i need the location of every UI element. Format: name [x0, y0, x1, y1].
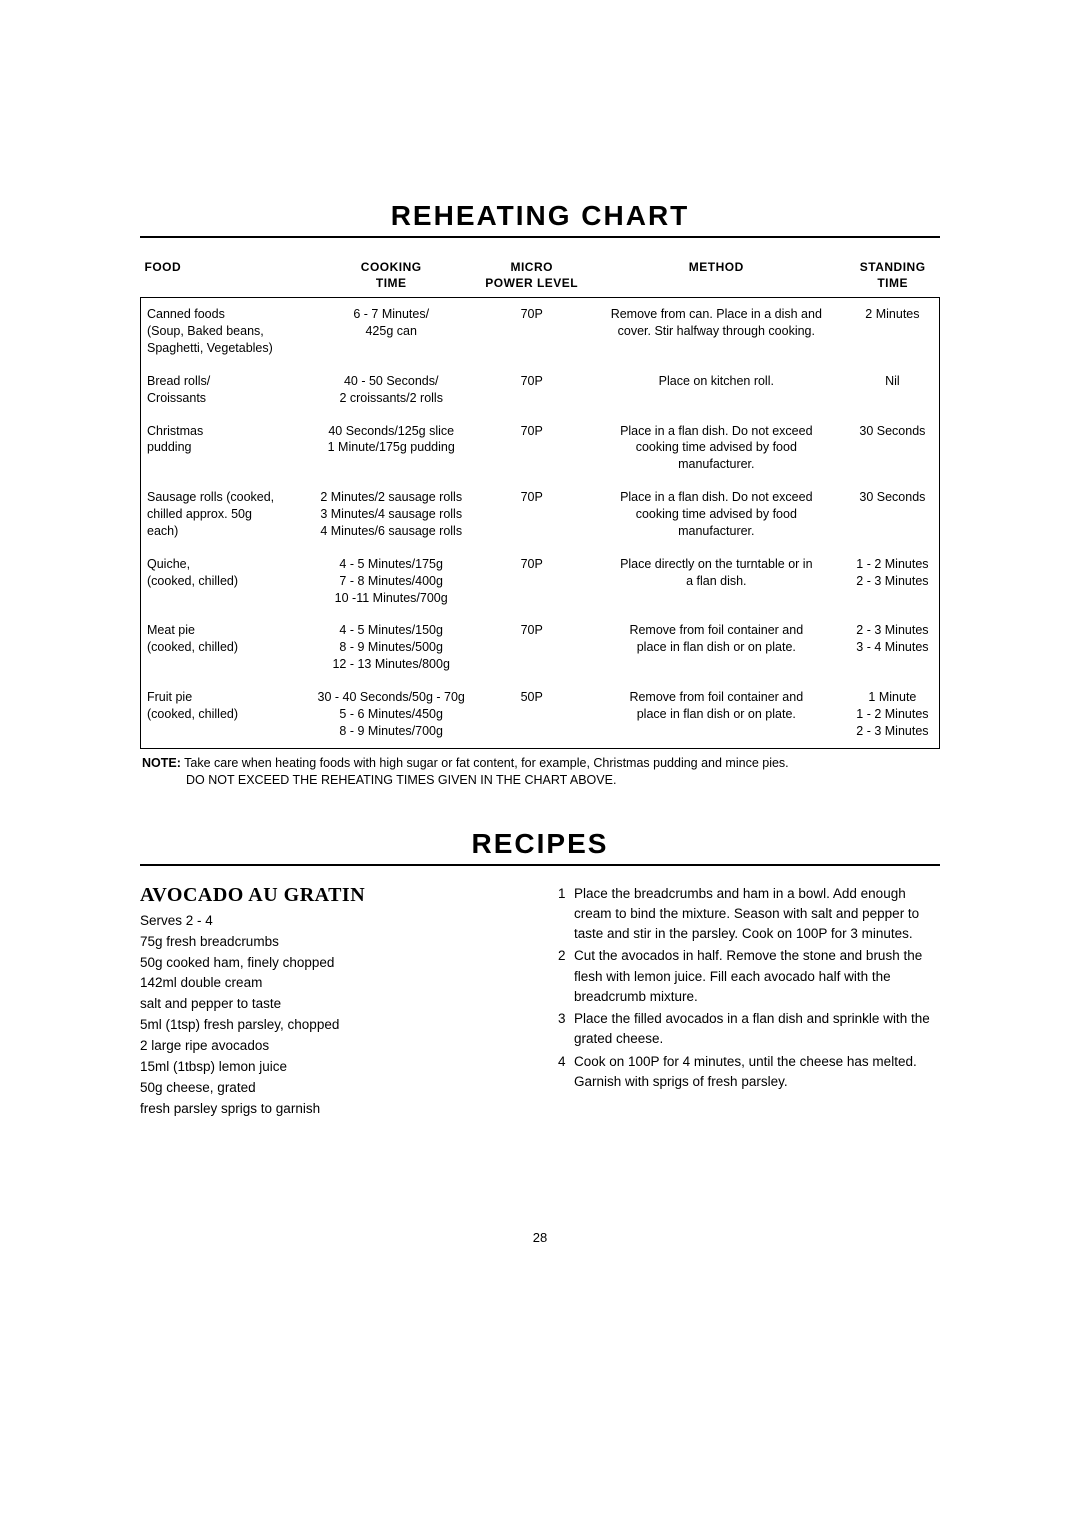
cell-cooking: 6 - 7 Minutes/ 425g can	[306, 298, 477, 365]
step-number: 2	[558, 946, 574, 1007]
ingredient-line: 2 large ripe avocados	[140, 1036, 522, 1057]
step-text: Place the filled avocados in a flan dish…	[574, 1009, 940, 1050]
cell-food: Sausage rolls (cooked, chilled approx. 5…	[141, 481, 306, 548]
ingredient-line: 5ml (1tsp) fresh parsley, chopped	[140, 1015, 522, 1036]
cell-power: 70P	[477, 481, 587, 548]
recipe-serves: Serves 2 - 4	[140, 911, 522, 932]
ingredient-line: 15ml (1tbsp) lemon juice	[140, 1057, 522, 1078]
ingredient-line: salt and pepper to taste	[140, 994, 522, 1015]
recipe-step: 2Cut the avocados in half. Remove the st…	[558, 946, 940, 1007]
cell-power: 70P	[477, 365, 587, 415]
cell-method: Place in a flan dish. Do not exceed cook…	[587, 415, 846, 482]
cell-power: 50P	[477, 681, 587, 748]
recipe-ingredients-col: AVOCADO AU GRATIN Serves 2 - 4 75g fresh…	[140, 884, 522, 1120]
header-method: METHOD	[587, 256, 846, 298]
recipe-step: 4Cook on 100P for 4 minutes, until the c…	[558, 1052, 940, 1093]
note-text: NOTE: Take care when heating foods with …	[140, 755, 940, 790]
cell-power: 70P	[477, 548, 587, 615]
step-text: Place the breadcrumbs and ham in a bowl.…	[574, 884, 940, 945]
cell-method: Remove from foil container and place in …	[587, 614, 846, 681]
cell-standing: 2 - 3 Minutes 3 - 4 Minutes	[846, 614, 940, 681]
recipe-step: 1Place the breadcrumbs and ham in a bowl…	[558, 884, 940, 945]
cell-cooking: 40 - 50 Seconds/ 2 croissants/2 rolls	[306, 365, 477, 415]
ingredient-line: 50g cooked ham, finely chopped	[140, 953, 522, 974]
cell-standing: 1 Minute 1 - 2 Minutes 2 - 3 Minutes	[846, 681, 940, 748]
ingredient-line: fresh parsley sprigs to garnish	[140, 1099, 522, 1120]
step-number: 4	[558, 1052, 574, 1093]
cell-power: 70P	[477, 415, 587, 482]
header-power: MICRO POWER LEVEL	[477, 256, 587, 298]
cell-standing: Nil	[846, 365, 940, 415]
reheating-chart-table: FOOD COOKING TIME MICRO POWER LEVEL METH…	[140, 256, 940, 749]
cell-method: Place in a flan dish. Do not exceed cook…	[587, 481, 846, 548]
recipes-title: RECIPES	[140, 828, 940, 866]
cell-cooking: 2 Minutes/2 sausage rolls 3 Minutes/4 sa…	[306, 481, 477, 548]
step-number: 3	[558, 1009, 574, 1050]
cell-method: Place on kitchen roll.	[587, 365, 846, 415]
cell-standing: 30 Seconds	[846, 415, 940, 482]
recipe-step: 3Place the filled avocados in a flan dis…	[558, 1009, 940, 1050]
step-number: 1	[558, 884, 574, 945]
cell-cooking: 30 - 40 Seconds/50g - 70g 5 - 6 Minutes/…	[306, 681, 477, 748]
cell-method: Remove from foil container and place in …	[587, 681, 846, 748]
table-row: Sausage rolls (cooked, chilled approx. 5…	[141, 481, 940, 548]
ingredient-line: 50g cheese, grated	[140, 1078, 522, 1099]
cell-cooking: 4 - 5 Minutes/175g 7 - 8 Minutes/400g 10…	[306, 548, 477, 615]
cell-cooking: 4 - 5 Minutes/150g 8 - 9 Minutes/500g 12…	[306, 614, 477, 681]
cell-standing: 2 Minutes	[846, 298, 940, 365]
step-text: Cut the avocados in half. Remove the sto…	[574, 946, 940, 1007]
ingredient-line: 75g fresh breadcrumbs	[140, 932, 522, 953]
note-line1: Take care when heating foods with high s…	[184, 756, 789, 770]
table-row: Fruit pie (cooked, chilled)30 - 40 Secon…	[141, 681, 940, 748]
reheating-chart-title: REHEATING CHART	[140, 200, 940, 238]
cell-standing: 30 Seconds	[846, 481, 940, 548]
recipe-section: AVOCADO AU GRATIN Serves 2 - 4 75g fresh…	[140, 884, 940, 1120]
table-row: Christmas pudding40 Seconds/125g slice 1…	[141, 415, 940, 482]
cell-method: Remove from can. Place in a dish and cov…	[587, 298, 846, 365]
cell-food: Bread rolls/ Croissants	[141, 365, 306, 415]
cell-food: Meat pie (cooked, chilled)	[141, 614, 306, 681]
cell-method: Place directly on the turntable or in a …	[587, 548, 846, 615]
header-standing: STANDING TIME	[846, 256, 940, 298]
recipe-steps-col: 1Place the breadcrumbs and ham in a bowl…	[558, 884, 940, 1120]
note-line2: DO NOT EXCEED THE REHEATING TIMES GIVEN …	[142, 772, 940, 790]
header-cooking: COOKING TIME	[306, 256, 477, 298]
table-header-row: FOOD COOKING TIME MICRO POWER LEVEL METH…	[141, 256, 940, 298]
recipe-name: AVOCADO AU GRATIN	[140, 884, 522, 907]
table-row: Bread rolls/ Croissants40 - 50 Seconds/ …	[141, 365, 940, 415]
cell-food: Canned foods (Soup, Baked beans, Spaghet…	[141, 298, 306, 365]
note-label: NOTE:	[142, 756, 181, 770]
cell-cooking: 40 Seconds/125g slice 1 Minute/175g pudd…	[306, 415, 477, 482]
table-row: Quiche, (cooked, chilled)4 - 5 Minutes/1…	[141, 548, 940, 615]
table-row: Meat pie (cooked, chilled)4 - 5 Minutes/…	[141, 614, 940, 681]
step-text: Cook on 100P for 4 minutes, until the ch…	[574, 1052, 940, 1093]
table-row: Canned foods (Soup, Baked beans, Spaghet…	[141, 298, 940, 365]
page-number: 28	[140, 1230, 940, 1245]
cell-food: Fruit pie (cooked, chilled)	[141, 681, 306, 748]
ingredient-line: 142ml double cream	[140, 973, 522, 994]
header-food: FOOD	[141, 256, 306, 298]
cell-food: Quiche, (cooked, chilled)	[141, 548, 306, 615]
cell-power: 70P	[477, 298, 587, 365]
cell-power: 70P	[477, 614, 587, 681]
cell-standing: 1 - 2 Minutes 2 - 3 Minutes	[846, 548, 940, 615]
cell-food: Christmas pudding	[141, 415, 306, 482]
